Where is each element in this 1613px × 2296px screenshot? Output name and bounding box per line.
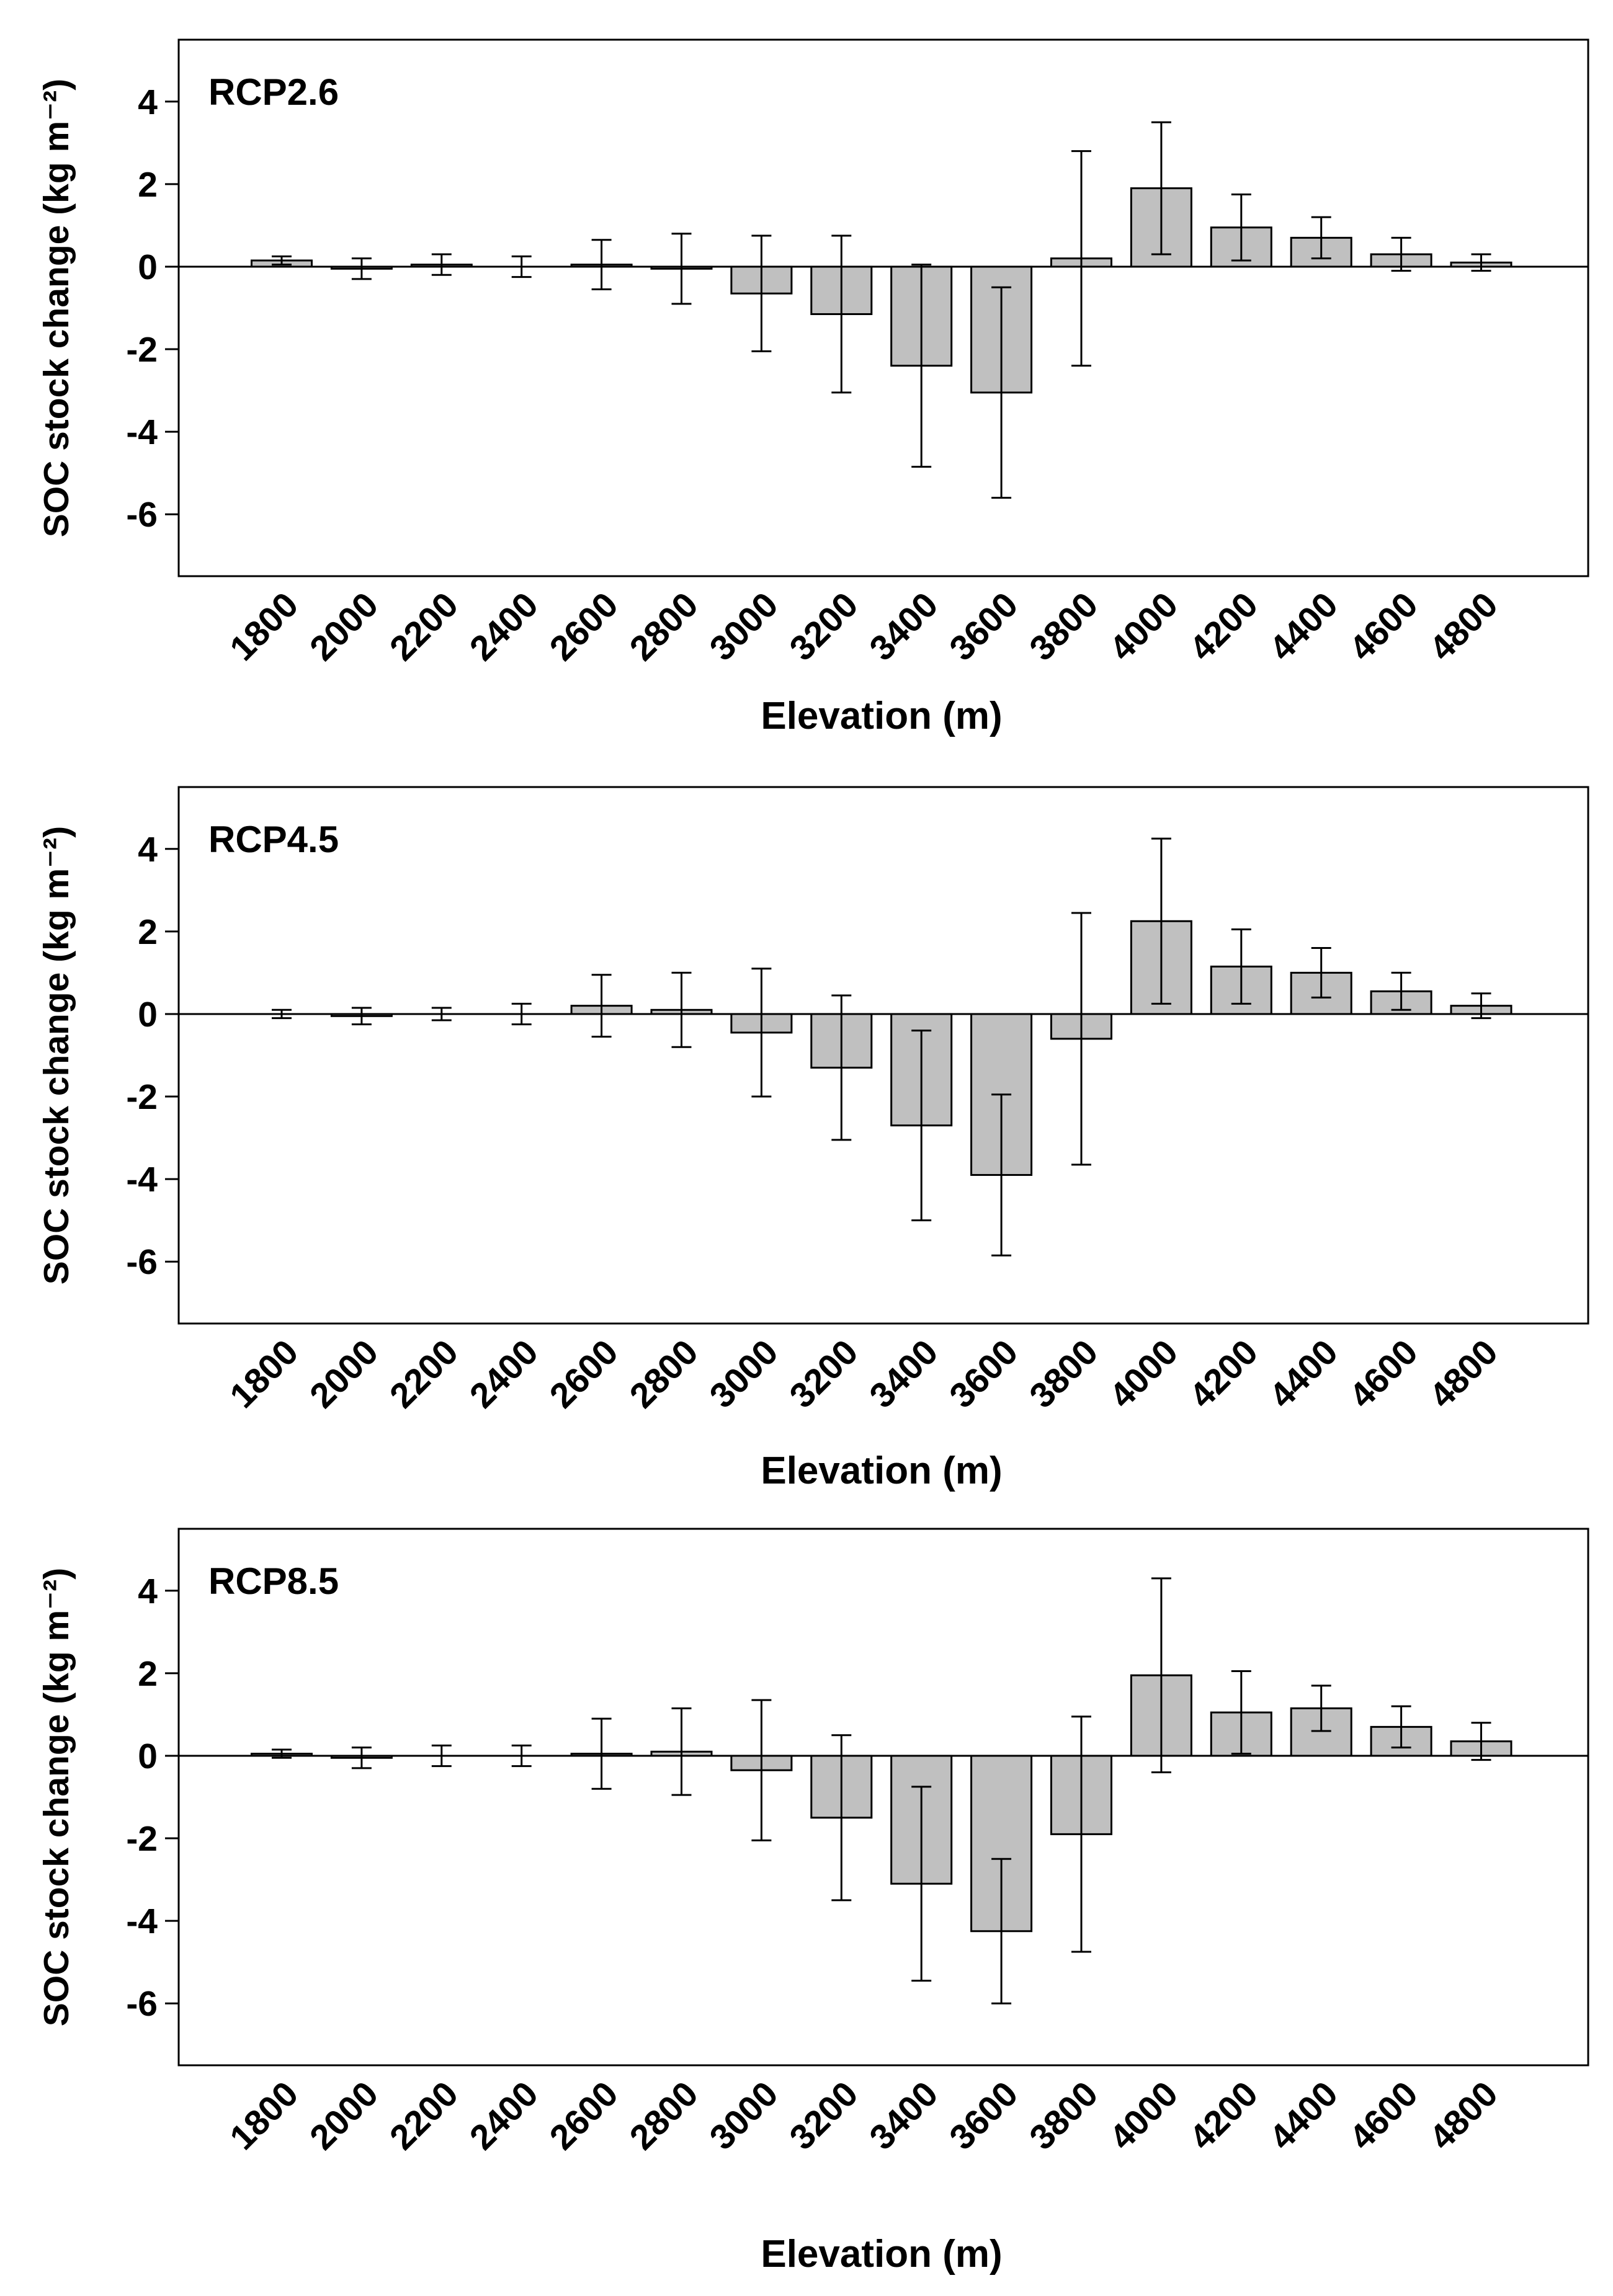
x-tick-label: 3800	[1022, 1332, 1106, 1416]
x-tick-label: 4000	[1102, 1332, 1186, 1416]
x-tick-label: 2400	[462, 1332, 546, 1416]
x-tick-label: 3800	[1022, 585, 1106, 669]
y-axis-label: SOC stock change (kg m⁻²)	[37, 826, 76, 1285]
y-tick-label: -4	[126, 1902, 158, 1941]
y-tick-label: 4	[138, 82, 158, 122]
x-tick-label: 2400	[462, 2074, 546, 2158]
x-tick-label: 2600	[542, 2074, 626, 2158]
x-tick-label: 2800	[622, 1332, 706, 1416]
x-tick-label: 4800	[1422, 2074, 1506, 2158]
x-tick-label: 4000	[1102, 585, 1186, 669]
x-tick-label: 4400	[1262, 585, 1346, 669]
x-tick-label: 4400	[1262, 2074, 1346, 2158]
x-tick-label: 2000	[302, 1332, 386, 1416]
x-tick-label: 4800	[1422, 585, 1506, 669]
x-tick-label: 3400	[862, 2074, 945, 2158]
y-tick-label: -6	[126, 1984, 158, 2024]
x-tick-label: 2600	[542, 585, 626, 669]
y-tick-label: -2	[126, 1077, 158, 1117]
x-tick-label: 4600	[1342, 2074, 1426, 2158]
x-tick-label: 2400	[462, 585, 546, 669]
x-tick-label: 3200	[782, 2074, 866, 2158]
x-tick-label: 4400	[1262, 1332, 1346, 1416]
x-tick-label: 3200	[782, 1332, 866, 1416]
x-tick-label: 2200	[382, 585, 466, 669]
plot-frame	[177, 1528, 1589, 2067]
plot-frame	[177, 38, 1589, 577]
y-tick-label: 2	[138, 1654, 158, 1694]
x-tick-label: 4600	[1342, 1332, 1426, 1416]
panel-title: RCP8.5	[208, 1560, 339, 1602]
x-tick-label: 3400	[862, 585, 945, 669]
x-tick-label: 1800	[222, 2074, 306, 2158]
x-tick-label: 3600	[942, 2074, 1025, 2158]
x-tick-label: 2000	[302, 2074, 386, 2158]
x-tick-label: 2600	[542, 1332, 626, 1416]
x-tick-label: 4800	[1422, 1332, 1506, 1416]
x-tick-label: 3000	[702, 1332, 786, 1416]
x-tick-label: 3000	[702, 585, 786, 669]
y-tick-label: 4	[138, 830, 158, 870]
y-axis-label: SOC stock change (kg m⁻²)	[37, 1568, 76, 2027]
x-tick-label: 2800	[622, 2074, 706, 2158]
x-tick-label: 4200	[1182, 1332, 1266, 1416]
x-tick-label: 3400	[862, 1332, 945, 1416]
x-tick-label: 4600	[1342, 585, 1426, 669]
x-axis-label: Elevation (m)	[761, 1449, 1002, 1492]
y-tick-label: -4	[126, 1160, 158, 1199]
y-tick-label: -2	[126, 330, 158, 370]
x-tick-label: 4200	[1182, 585, 1266, 669]
x-tick-label: 3600	[942, 1332, 1025, 1416]
plot-frame	[177, 786, 1589, 1325]
y-tick-label: -6	[126, 495, 158, 535]
x-tick-label: 3200	[782, 585, 866, 669]
y-tick-label: 0	[138, 247, 158, 287]
y-tick-label: 2	[138, 165, 158, 205]
x-tick-label: 2200	[382, 1332, 466, 1416]
x-tick-label: 4200	[1182, 2074, 1266, 2158]
y-tick-label: -4	[126, 412, 158, 452]
y-tick-label: -2	[126, 1819, 158, 1859]
x-tick-label: 3600	[942, 585, 1025, 669]
x-tick-label: 3800	[1022, 2074, 1106, 2158]
y-tick-label: -6	[126, 1242, 158, 1282]
x-tick-label: 2000	[302, 585, 386, 669]
panel-title: RCP4.5	[208, 819, 339, 860]
x-tick-label: 4000	[1102, 2074, 1186, 2158]
panel-title: RCP2.6	[208, 71, 339, 113]
y-tick-label: 0	[138, 1737, 158, 1776]
x-tick-label: 3000	[702, 2074, 786, 2158]
x-axis-label: Elevation (m)	[761, 2233, 1002, 2276]
x-tick-label: 1800	[222, 1332, 306, 1416]
y-axis-label: SOC stock change (kg m⁻²)	[37, 79, 76, 538]
x-tick-label: 1800	[222, 585, 306, 669]
y-tick-label: 4	[138, 1572, 158, 1611]
x-tick-label: 2800	[622, 585, 706, 669]
x-tick-label: 2200	[382, 2074, 466, 2158]
y-tick-label: 2	[138, 912, 158, 952]
x-axis-label: Elevation (m)	[761, 695, 1002, 737]
y-tick-label: 0	[138, 995, 158, 1035]
